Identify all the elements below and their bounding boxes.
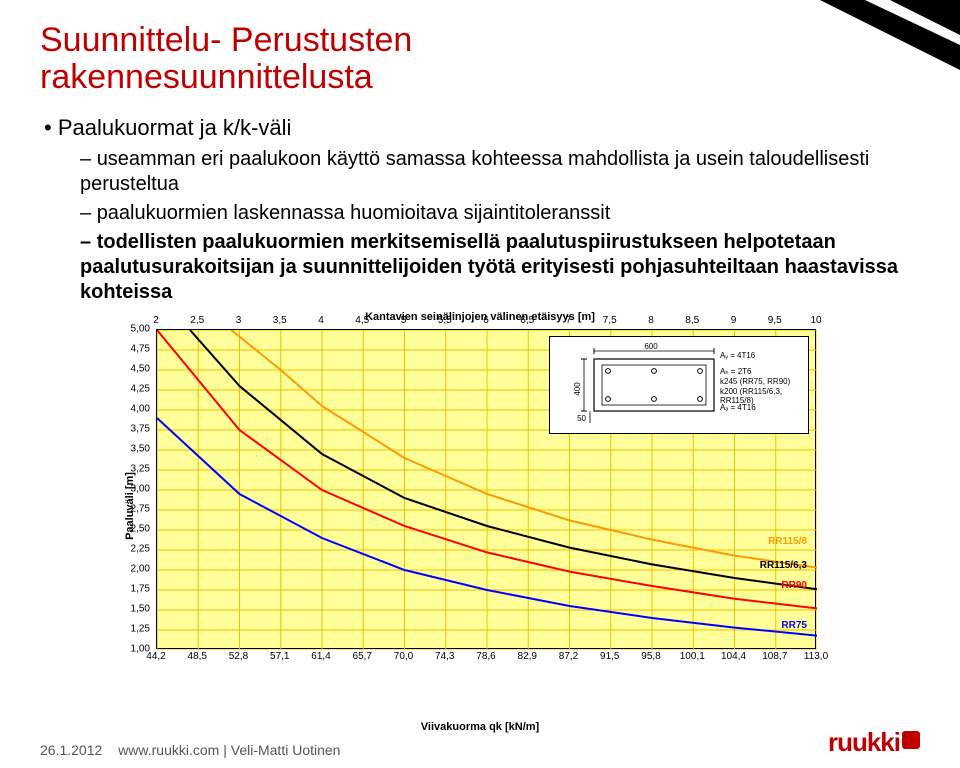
page-title: Suunnittelu- Perustusten rakennesuunnitt… <box>0 0 960 101</box>
bullet-content: Paalukuormat ja k/k-väli useamman eri pa… <box>0 101 960 701</box>
chart-y-axis-title: Paaluväli [m] <box>124 472 136 540</box>
chart-inset-detail: 600 400 50 Aᵧ = 4T16 Aₕ <box>549 336 809 434</box>
inset-label-c: k245 (RR75, RR90) <box>720 377 790 386</box>
title-line-2: rakennesuunnittelusta <box>40 58 373 96</box>
footer-author: Veli-Matti Uotinen <box>231 742 341 758</box>
chart-bottom-axis-title: Viivakuorma qk [kN/m] <box>421 721 539 733</box>
bullet-level1: Paalukuormat ja k/k-väli <box>44 115 920 141</box>
bullet-level2-c: todellisten paalukuormien merkitsemisell… <box>80 230 920 305</box>
logo-dot-icon <box>902 731 920 749</box>
inset-label-b: Aₕ = 2T6 <box>720 367 751 376</box>
inset-label-e: Aₐ = 4T16 <box>720 403 756 412</box>
ruukki-logo: ruukki <box>828 727 920 758</box>
title-line-1: Suunnittelu- Perustusten <box>40 21 412 59</box>
chart-plot-area: 600 400 50 Aᵧ = 4T16 Aₕ <box>156 329 816 649</box>
footer-site: www.ruukki.com <box>118 742 219 758</box>
inset-label-a: Aᵧ = 4T16 <box>720 351 755 360</box>
chart-bottom-ticks: 44,248,552,857,161,465,770,074,378,682,9… <box>156 651 816 665</box>
chart-container: Kantavien seinälinjojen välinen etäisyys… <box>100 311 860 701</box>
svg-text:50: 50 <box>577 414 586 423</box>
svg-text:400: 400 <box>573 382 582 396</box>
bullet-level2-a: useamman eri paalukoon käyttö samassa ko… <box>80 147 920 197</box>
footer: 26.1.2012 www.ruukki.com | Veli-Matti Uo… <box>40 742 340 758</box>
bullet-level2-b: paalukuormien laskennassa huomioitava si… <box>80 201 920 226</box>
inset-dim-w: 600 <box>644 342 658 351</box>
chart-top-ticks: 22,533,544,555,566,577,588,599,510 <box>156 315 816 329</box>
logo-text: ruukki <box>828 727 900 757</box>
footer-date: 26.1.2012 <box>40 742 102 758</box>
